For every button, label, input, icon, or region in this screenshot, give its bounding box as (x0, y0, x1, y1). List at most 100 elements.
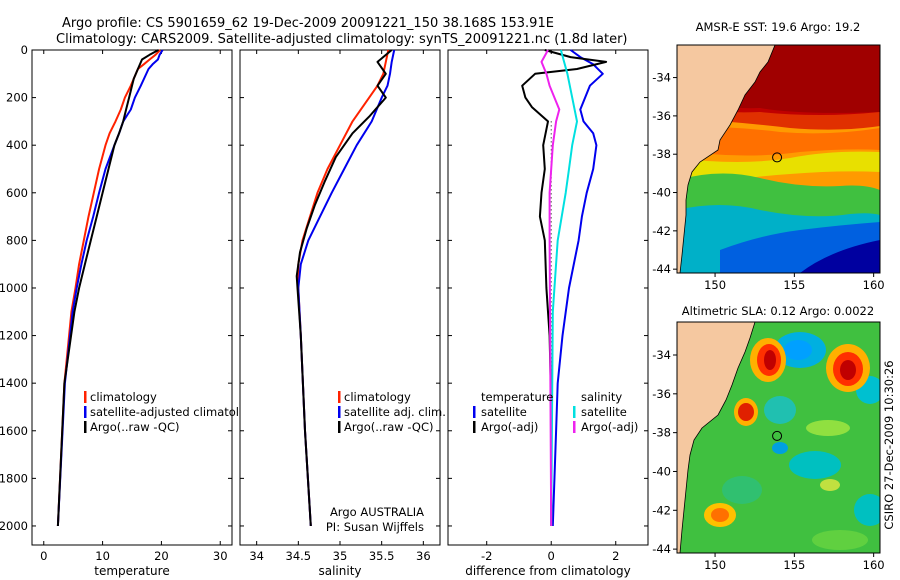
x-tick-label: 10 (95, 549, 110, 563)
salinity-axes-box (239, 49, 441, 546)
figure-title-line1: Argo profile: CS 5901659_62 19-Dec-2009 … (62, 16, 554, 31)
series-salinity-satellite (550, 49, 578, 527)
sla-high-anomaly (711, 508, 729, 522)
y-tick-label: 1600 (0, 424, 28, 438)
pi-label: PI: Susan Wijffels (326, 520, 424, 534)
series-temperature-satellite (551, 49, 604, 527)
sla-map-frame (676, 321, 881, 554)
y-tick-label: 0 (21, 43, 28, 57)
y-tick-label: 600 (6, 186, 28, 200)
lat-tick-label: -44 (652, 542, 671, 556)
y-tick-label: 200 (6, 91, 28, 105)
sla-neutral-patch (806, 420, 850, 436)
x-tick-label: 35 (333, 549, 348, 563)
sst-lat-axis: -34 -36 -38 -40 -42 -44 (652, 71, 677, 276)
sla-low-anomaly (764, 396, 796, 424)
x-tick-label: 0 (40, 549, 47, 563)
y-tick-label: 1800 (0, 471, 28, 485)
lat-tick-label: -42 (652, 503, 671, 517)
sst-band (677, 106, 880, 130)
difference-legend-salinity: salinity satellite Argo(-adj) (573, 390, 638, 434)
legend-swatch-argo (338, 421, 341, 433)
x-tick-label: 34 (249, 549, 264, 563)
sla-neutral-patch (812, 530, 868, 550)
lat-tick-label: -40 (652, 464, 671, 478)
salinity-x-label: salinity (318, 564, 361, 578)
sst-lon-axis: 150 155 160 (704, 273, 885, 292)
salinity-y-axis (240, 49, 440, 527)
legend-label-argo: Argo(..raw -QC) (90, 420, 180, 434)
sst-cold-zone (800, 240, 880, 273)
argo-australia-label: Argo AUSTRALIA (330, 505, 424, 519)
legend-label-temperature-argo: Argo(-adj) (481, 420, 538, 434)
sla-lon-axis: 150 155 160 (704, 553, 885, 572)
legend-label-climatology: climatology (344, 390, 411, 404)
sst-field (677, 45, 880, 273)
sst-map: AMSR-E SST: 19.6 Argo: 19.2 -34 -36 -38 -40… (652, 20, 884, 292)
sla-low-anomaly (772, 442, 788, 454)
temperature-axes-box (31, 49, 233, 546)
legend-label-salinity-argo: Argo(-adj) (581, 420, 638, 434)
lat-tick-label: -36 (652, 109, 671, 123)
salinity-panel: 34 34.5 35 35.5 36 salinity climatology sate… (239, 49, 446, 578)
temperature-legend: climatology satellite-adjusted climatolo… (84, 390, 260, 434)
lat-tick-label: -44 (652, 262, 671, 276)
lat-tick-label: -38 (652, 147, 671, 161)
x-tick-label: 2 (612, 549, 619, 563)
x-tick-label: 20 (154, 549, 169, 563)
sst-coastline-land (677, 45, 776, 273)
series-argo-raw-qc (56, 49, 159, 527)
series-argo-raw-qc (295, 49, 393, 527)
difference-panel: -2 0 2 difference from climatology tempera… (447, 49, 649, 578)
lat-tick-label: -36 (652, 387, 671, 401)
sla-low-anomaly (854, 494, 880, 526)
legend-swatch-argo (84, 421, 87, 433)
sla-lat-axis: -34 -36 -38 -40 -42 -44 (652, 348, 677, 556)
sla-field (677, 322, 880, 553)
lon-tick-label: 150 (704, 278, 726, 292)
legend-label-argo: Argo(..raw -QC) (344, 420, 434, 434)
x-tick-label: 35.5 (369, 549, 395, 563)
difference-series (521, 49, 608, 527)
sla-map: Altimetric SLA: 0.12 Argo: 0.0022 (652, 304, 896, 572)
lon-tick-label: 160 (863, 558, 885, 572)
legend-swatch-satellite-adjusted (338, 406, 341, 418)
difference-x-label: difference from climatology (465, 564, 631, 578)
y-tick-label: 1200 (0, 329, 28, 343)
salinity-x-axis: 34 34.5 35 35.5 36 (249, 50, 431, 563)
y-tick-label: 1400 (0, 376, 28, 390)
legend-label-salinity-satellite: satellite (581, 405, 627, 419)
legend-swatch-satellite-adjusted (84, 406, 87, 418)
legend-label-climatology: climatology (90, 390, 157, 404)
legend-swatch-salinity-satellite (573, 406, 576, 418)
lat-tick-label: -42 (652, 224, 671, 238)
lat-tick-label: -34 (652, 71, 671, 85)
sla-neutral-patch (820, 479, 840, 491)
lat-tick-label: -40 (652, 186, 671, 200)
sla-coastline-land (677, 322, 756, 553)
legend-swatch-salinity-argo (573, 421, 576, 433)
legend-title-temperature: temperature (481, 390, 553, 404)
figure-title-line2: Climatology: CARS2009. Satellite-adjuste… (56, 32, 628, 47)
salinity-series (295, 49, 396, 527)
lon-tick-label: 150 (704, 558, 726, 572)
sla-low-anomaly (789, 451, 841, 479)
x-tick-label: 34.5 (286, 549, 312, 563)
y-tick-label: 400 (6, 138, 28, 152)
temperature-panel: 0 200 400 600 800 1000 1200 1400 1600 1800 2000 0 1… (0, 43, 260, 578)
sst-map-title: AMSR-E SST: 19.6 Argo: 19.2 (696, 20, 861, 34)
legend-swatch-temperature-satellite (473, 406, 476, 418)
lon-tick-label: 155 (783, 278, 805, 292)
y-tick-label: 1000 (0, 281, 28, 295)
lat-tick-label: -34 (652, 348, 671, 362)
x-tick-label: 0 (548, 549, 555, 563)
x-tick-label: 36 (416, 549, 431, 563)
legend-title-salinity: salinity (581, 390, 622, 404)
x-tick-label: -2 (481, 549, 492, 563)
temperature-x-axis: 0 10 20 30 (40, 50, 228, 563)
x-tick-label: 30 (213, 549, 228, 563)
sla-map-title: Altimetric SLA: 0.12 Argo: 0.0022 (682, 304, 874, 318)
y-tick-label: 2000 (0, 519, 28, 533)
sla-argo-location-marker (772, 430, 783, 441)
